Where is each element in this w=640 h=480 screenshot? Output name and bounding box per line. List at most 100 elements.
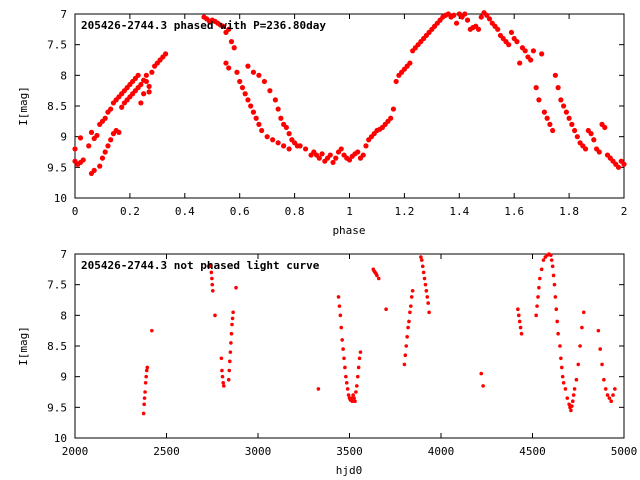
data-point	[355, 149, 361, 155]
x-tick-label: 4000	[428, 445, 455, 458]
data-point	[554, 307, 559, 312]
data-point	[239, 85, 246, 91]
data-point	[484, 12, 490, 18]
data-point	[223, 60, 229, 66]
x-tick-label: 3000	[245, 445, 272, 458]
data-point	[566, 115, 572, 121]
data-point	[550, 264, 555, 269]
data-point	[208, 264, 213, 269]
y-tick-label: 7.5	[47, 39, 67, 52]
data-point	[405, 335, 409, 339]
data-point	[609, 399, 613, 404]
data-point	[220, 374, 225, 379]
chart-title: 205426-2744.3 phased with P=236.80day	[81, 19, 326, 32]
data-point	[345, 387, 350, 391]
data-point	[591, 137, 597, 143]
data-point	[256, 72, 262, 78]
data-point	[426, 301, 430, 305]
data-point	[481, 384, 485, 388]
data-point	[344, 374, 348, 379]
data-point	[581, 310, 586, 315]
data-point	[555, 319, 560, 324]
data-point	[256, 121, 262, 127]
data-point	[227, 368, 232, 373]
data-point	[210, 282, 215, 287]
data-point	[220, 368, 224, 373]
data-point	[88, 129, 95, 135]
data-point	[574, 377, 579, 382]
data-point	[138, 100, 144, 106]
data-point	[336, 295, 341, 299]
data-point	[580, 325, 584, 330]
data-point	[267, 88, 273, 94]
plot-frame	[74, 13, 625, 199]
data-point	[519, 331, 524, 336]
data-point	[607, 396, 612, 400]
y-tick-labels: 7 7.5 8 8.5 9 9.5 10	[47, 248, 67, 445]
data-point	[603, 387, 608, 391]
data-point	[611, 393, 615, 397]
data-point	[283, 124, 289, 131]
data-point	[541, 258, 546, 262]
data-point	[533, 85, 539, 91]
data-point	[342, 356, 346, 361]
data-point	[210, 289, 215, 293]
data-point	[108, 106, 114, 112]
x-tick-label: 4500	[519, 445, 546, 458]
data-point	[275, 106, 281, 112]
data-point	[570, 399, 575, 404]
data-point	[425, 295, 430, 299]
data-point	[539, 51, 545, 57]
data-point	[517, 319, 522, 324]
data-point	[80, 157, 86, 163]
data-point	[245, 63, 251, 69]
data-point	[149, 69, 155, 75]
data-point	[419, 258, 424, 262]
data-point	[242, 91, 248, 97]
data-point	[231, 310, 235, 315]
data-point	[506, 42, 512, 48]
data-point	[209, 270, 214, 275]
data-point	[569, 121, 575, 127]
data-point	[453, 20, 460, 26]
data-point	[264, 134, 270, 140]
x-tick-label: 2500	[153, 445, 180, 458]
x-tick-label: 2	[621, 205, 628, 218]
data-point	[517, 60, 523, 66]
data-point	[596, 149, 602, 155]
data-point	[162, 51, 169, 57]
data-point	[105, 143, 111, 149]
data-point	[570, 404, 574, 408]
data-point	[253, 115, 259, 121]
data-point	[341, 347, 345, 351]
data-point	[363, 143, 369, 149]
data-point	[486, 16, 493, 22]
data-point	[333, 155, 339, 161]
data-point	[228, 350, 233, 354]
data-point	[530, 48, 537, 54]
data-point	[102, 149, 108, 155]
data-point	[94, 132, 100, 139]
phased-light-curve-panel: 0 0.2 0.4 0.6 0.8 1 1.2 1.4 1.6 1.8 2 7 7.5 8 8.5 9 9.5…	[17, 8, 627, 237]
x-tick-label: 1.4	[449, 205, 469, 218]
data-point	[143, 381, 148, 385]
data-point	[143, 78, 149, 85]
data-point	[231, 45, 237, 51]
data-point	[339, 325, 344, 330]
y-tick-label: 9.5	[47, 161, 67, 174]
plot-frame	[74, 253, 625, 439]
data-points	[141, 252, 617, 416]
y-tick-label: 9.5	[47, 401, 67, 414]
data-point	[563, 387, 568, 391]
data-point	[544, 115, 550, 121]
data-point	[219, 356, 224, 361]
tick-marks	[74, 253, 625, 439]
data-point	[516, 307, 520, 312]
data-point	[555, 85, 561, 91]
data-point	[229, 331, 234, 336]
data-point	[119, 104, 125, 110]
data-point	[234, 69, 240, 75]
y-tick-label: 7	[60, 8, 67, 21]
y-tick-label: 8.5	[47, 340, 67, 353]
data-point	[588, 131, 594, 137]
